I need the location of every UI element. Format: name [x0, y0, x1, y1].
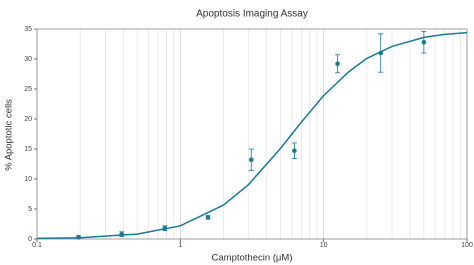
data-point [378, 50, 384, 56]
data-point [335, 61, 340, 67]
y-tick-label: 30 [24, 56, 32, 63]
y-tick-label: 35 [24, 26, 32, 33]
y-tick-label: 20 [24, 116, 32, 123]
data-point [119, 231, 125, 237]
data-point [205, 215, 211, 220]
data-point [162, 225, 168, 231]
y-tick-label: 15 [24, 146, 32, 153]
data-point [421, 39, 427, 45]
y-tick-label: 10 [24, 176, 32, 183]
y-tick-label: 25 [24, 86, 32, 93]
x-axis-label: Camptothecin (μM) [212, 253, 293, 264]
chart-title: Apoptosis Imaging Assay [196, 9, 308, 20]
y-axis-label: % Apoptotic cells [4, 99, 15, 171]
x-tick-label: 100 [461, 242, 473, 249]
plot-frame [36, 28, 468, 240]
fit-curve [36, 31, 468, 240]
x-tick-label: 0.1 [32, 242, 42, 249]
x-tick-label: 10 [320, 242, 328, 249]
y-tick-label: 0 [28, 236, 32, 243]
x-tick-label: 1 [178, 242, 182, 249]
data-point [76, 234, 81, 240]
data-point [292, 148, 297, 154]
y-tick-label: 5 [28, 206, 32, 213]
data-point [248, 157, 254, 163]
